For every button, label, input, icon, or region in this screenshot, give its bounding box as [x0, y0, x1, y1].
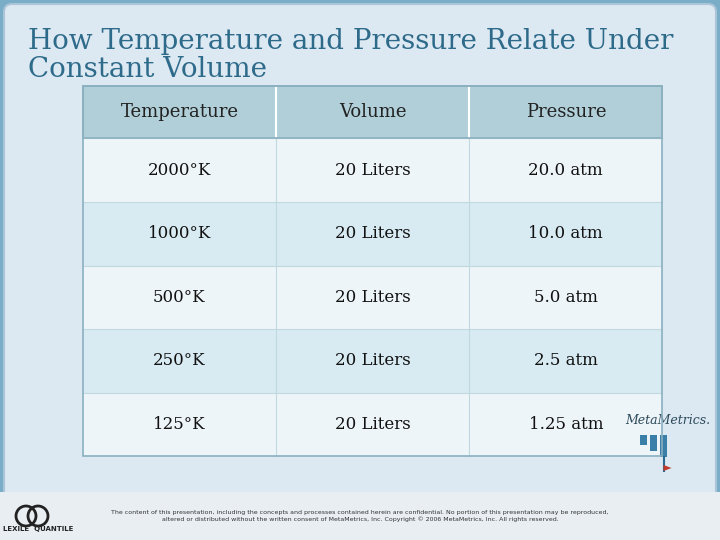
Text: MetaMetrics.: MetaMetrics.: [626, 414, 711, 427]
Text: 20 Liters: 20 Liters: [335, 225, 410, 242]
Text: How Temperature and Pressure Relate Under: How Temperature and Pressure Relate Unde…: [28, 28, 673, 55]
Polygon shape: [664, 465, 672, 471]
Text: The content of this presentation, including the concepts and processes contained: The content of this presentation, includ…: [112, 510, 608, 522]
Text: 20 Liters: 20 Liters: [335, 416, 410, 433]
Bar: [83, 138, 662, 202]
Text: 20 Liters: 20 Liters: [335, 289, 410, 306]
Text: Constant Volume: Constant Volume: [28, 56, 267, 83]
Bar: [83, 329, 662, 393]
Bar: [83, 86, 662, 456]
Bar: [640, 435, 647, 445]
Bar: [650, 435, 657, 451]
Bar: [83, 86, 662, 138]
Bar: [0, 492, 720, 540]
Bar: [83, 86, 662, 138]
Text: Volume: Volume: [339, 103, 406, 122]
Text: 2000°K: 2000°K: [148, 161, 211, 179]
Text: 125°K: 125°K: [153, 416, 206, 433]
Text: LEXILE  QUANTILE: LEXILE QUANTILE: [3, 526, 73, 532]
Bar: [83, 393, 662, 456]
Bar: [83, 86, 662, 456]
Text: 1000°K: 1000°K: [148, 225, 211, 242]
Bar: [83, 266, 662, 329]
Text: 10.0 atm: 10.0 atm: [528, 225, 603, 242]
Text: Pressure: Pressure: [526, 103, 606, 122]
Bar: [660, 435, 667, 457]
Text: 5.0 atm: 5.0 atm: [534, 289, 598, 306]
Text: 20 Liters: 20 Liters: [335, 161, 410, 179]
Bar: [83, 202, 662, 266]
Text: 250°K: 250°K: [153, 353, 206, 369]
Text: Temperature: Temperature: [120, 103, 238, 122]
Text: 1.25 atm: 1.25 atm: [528, 416, 603, 433]
FancyBboxPatch shape: [4, 4, 716, 536]
Text: 20 Liters: 20 Liters: [335, 353, 410, 369]
Text: 2.5 atm: 2.5 atm: [534, 353, 598, 369]
Text: 500°K: 500°K: [153, 289, 206, 306]
Text: 20.0 atm: 20.0 atm: [528, 161, 603, 179]
